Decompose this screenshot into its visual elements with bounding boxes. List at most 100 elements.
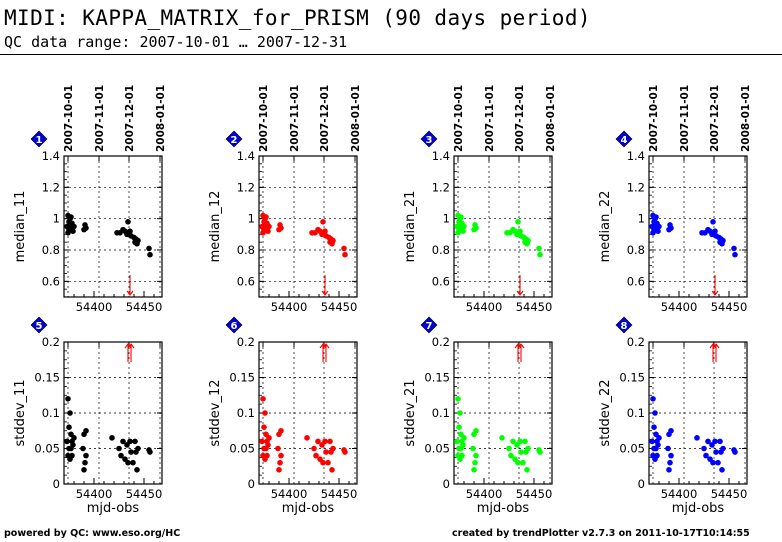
date-tick-label: 2007-11-01 (679, 85, 691, 152)
data-point (694, 435, 700, 441)
plot-frame (453, 341, 553, 485)
date-tick-label: 2007-11-01 (289, 85, 301, 152)
panel-badge-icon (420, 316, 438, 334)
data-point (473, 225, 479, 231)
data-point (147, 251, 153, 258)
outlier-arrow-head (711, 290, 719, 296)
outlier-arrow-head (322, 343, 330, 349)
data-point (147, 449, 153, 455)
data-point (320, 459, 326, 466)
data-point (66, 424, 72, 431)
data-point (656, 223, 662, 230)
x-tick-label: 54450 (321, 487, 358, 501)
data-point (278, 427, 284, 434)
date-tick-label: 2007-12-01 (124, 85, 136, 152)
x-axis-label: mjd-obs (672, 501, 725, 516)
data-point (128, 449, 134, 455)
data-point (127, 438, 133, 445)
data-point (323, 449, 329, 455)
data-point (278, 225, 284, 231)
date-tick-label: 2007-12-01 (709, 85, 721, 152)
data-point (322, 228, 328, 234)
panel-badge-icon (30, 316, 48, 334)
x-tick-label: 54400 (661, 300, 698, 314)
data-point (330, 445, 336, 452)
date-tick-label: 2007-12-01 (514, 85, 526, 152)
y-tick-label: 0 (638, 477, 645, 491)
data-point (71, 435, 77, 441)
y-tick-label: 0.6 (432, 274, 450, 288)
data-point (134, 467, 140, 473)
y-tick-label: 1.4 (237, 149, 255, 163)
data-point (473, 427, 479, 434)
panel-badge-icon (615, 316, 633, 334)
plot-frame (648, 341, 748, 485)
y-tick-label: 0.6 (627, 274, 645, 288)
data-point (67, 410, 73, 416)
panel-badge-number: 5 (36, 321, 43, 332)
y-tick-label: 1.4 (42, 149, 60, 163)
x-tick-label: 54450 (516, 487, 553, 501)
data-point (125, 459, 131, 466)
y-tick-label: 1.4 (432, 149, 450, 163)
data-point (262, 410, 268, 416)
plot-frame (63, 341, 163, 485)
data-point (264, 452, 270, 459)
y-tick-label: 1.2 (432, 180, 450, 194)
y-tick-label: 1 (638, 212, 645, 226)
data-point (313, 452, 319, 459)
data-point (83, 427, 89, 434)
data-point (517, 438, 523, 445)
y-tick-label: 0.2 (42, 335, 60, 349)
data-point (719, 467, 725, 473)
y-tick-label: 0.1 (432, 406, 450, 420)
x-tick-label: 54450 (126, 300, 163, 314)
y-tick-label: 0.6 (237, 274, 255, 288)
date-tick-label: 2007-10-01 (258, 85, 270, 152)
data-point (701, 445, 707, 452)
y-tick-label: 0.2 (627, 335, 645, 349)
x-tick-label: 54450 (711, 487, 748, 501)
data-point (263, 214, 269, 220)
data-point (109, 435, 115, 441)
panel-badge-number: 6 (231, 321, 238, 332)
qc-data-range: QC data range: 2007-10-01 … 2007-12-31 (4, 33, 348, 51)
header-divider (0, 54, 782, 55)
outlier-arrow-head (321, 290, 329, 296)
panel-badge-number: 4 (621, 135, 628, 146)
data-point (720, 445, 726, 452)
data-point (524, 467, 530, 473)
panel-badge-icon (615, 130, 633, 148)
data-point (64, 438, 70, 445)
data-point (266, 435, 272, 441)
y-tick-label: 0.05 (619, 442, 645, 456)
data-point (276, 467, 282, 473)
data-point (135, 445, 141, 452)
data-point (460, 442, 466, 448)
x-tick-label: 54450 (711, 300, 748, 314)
x-tick-label: 54400 (466, 300, 503, 314)
data-point (525, 445, 531, 452)
data-point (665, 445, 671, 452)
date-tick-label: 2008-01-01 (155, 85, 167, 152)
data-point (506, 445, 512, 452)
y-axis-label: median_21 (403, 191, 418, 263)
y-tick-label: 0.2 (432, 335, 450, 349)
data-point (83, 225, 89, 231)
data-point (327, 438, 333, 445)
data-point (265, 442, 271, 448)
panel-8: 0 0.05 0.1 0.15 0.2 54400 54450 stddev_22 mjd-ob… (598, 316, 748, 516)
y-tick-label: 1.2 (237, 180, 255, 194)
data-point (304, 435, 310, 441)
data-point (668, 452, 674, 459)
data-point (499, 435, 505, 441)
data-point (651, 424, 657, 431)
data-point (515, 219, 521, 225)
y-tick-label: 0.1 (237, 406, 255, 420)
y-tick-label: 1.2 (42, 180, 60, 194)
panel-badge-number: 7 (426, 321, 433, 332)
data-point (320, 219, 326, 225)
data-point (470, 445, 476, 452)
data-point (68, 214, 74, 220)
y-tick-label: 0.8 (237, 243, 255, 257)
